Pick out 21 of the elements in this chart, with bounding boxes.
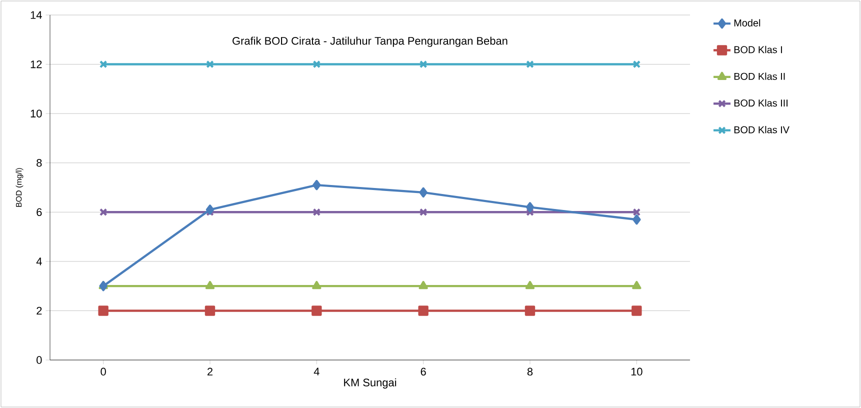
legend-label: BOD Klas I <box>734 46 782 54</box>
legend-label: Model <box>734 19 760 26</box>
text: Grafik BOD Cirata - Jatiluhur Tanpa Pengurangan Beban <box>232 36 508 47</box>
y-tick-label: 10 <box>30 110 42 118</box>
x-tick-label: 2 <box>208 368 212 376</box>
y-tick-label: 2 <box>36 306 42 315</box>
y-tick-label: 14 <box>30 11 42 19</box>
y-tick-label: 8 <box>36 158 42 167</box>
x-tick-label: 8 <box>527 368 533 376</box>
y-tick-label: 6 <box>36 208 42 216</box>
y-tick-label: 0 <box>36 356 42 364</box>
legend-label: BOD Klas IV <box>734 126 790 134</box>
x-tick-label: 4 <box>314 368 320 376</box>
x-tick-label: 0 <box>100 368 106 376</box>
y-tick-label: 12 <box>30 60 42 68</box>
x-tick-label: 10 <box>631 368 642 376</box>
legend-label: BOD Klas III <box>734 99 788 107</box>
x-tick-label: 6 <box>420 368 426 376</box>
y-tick-label: 4 <box>36 258 42 266</box>
legend-label: BOD Klas II <box>734 72 785 80</box>
x-axis-title: KM Sungai <box>344 378 396 389</box>
